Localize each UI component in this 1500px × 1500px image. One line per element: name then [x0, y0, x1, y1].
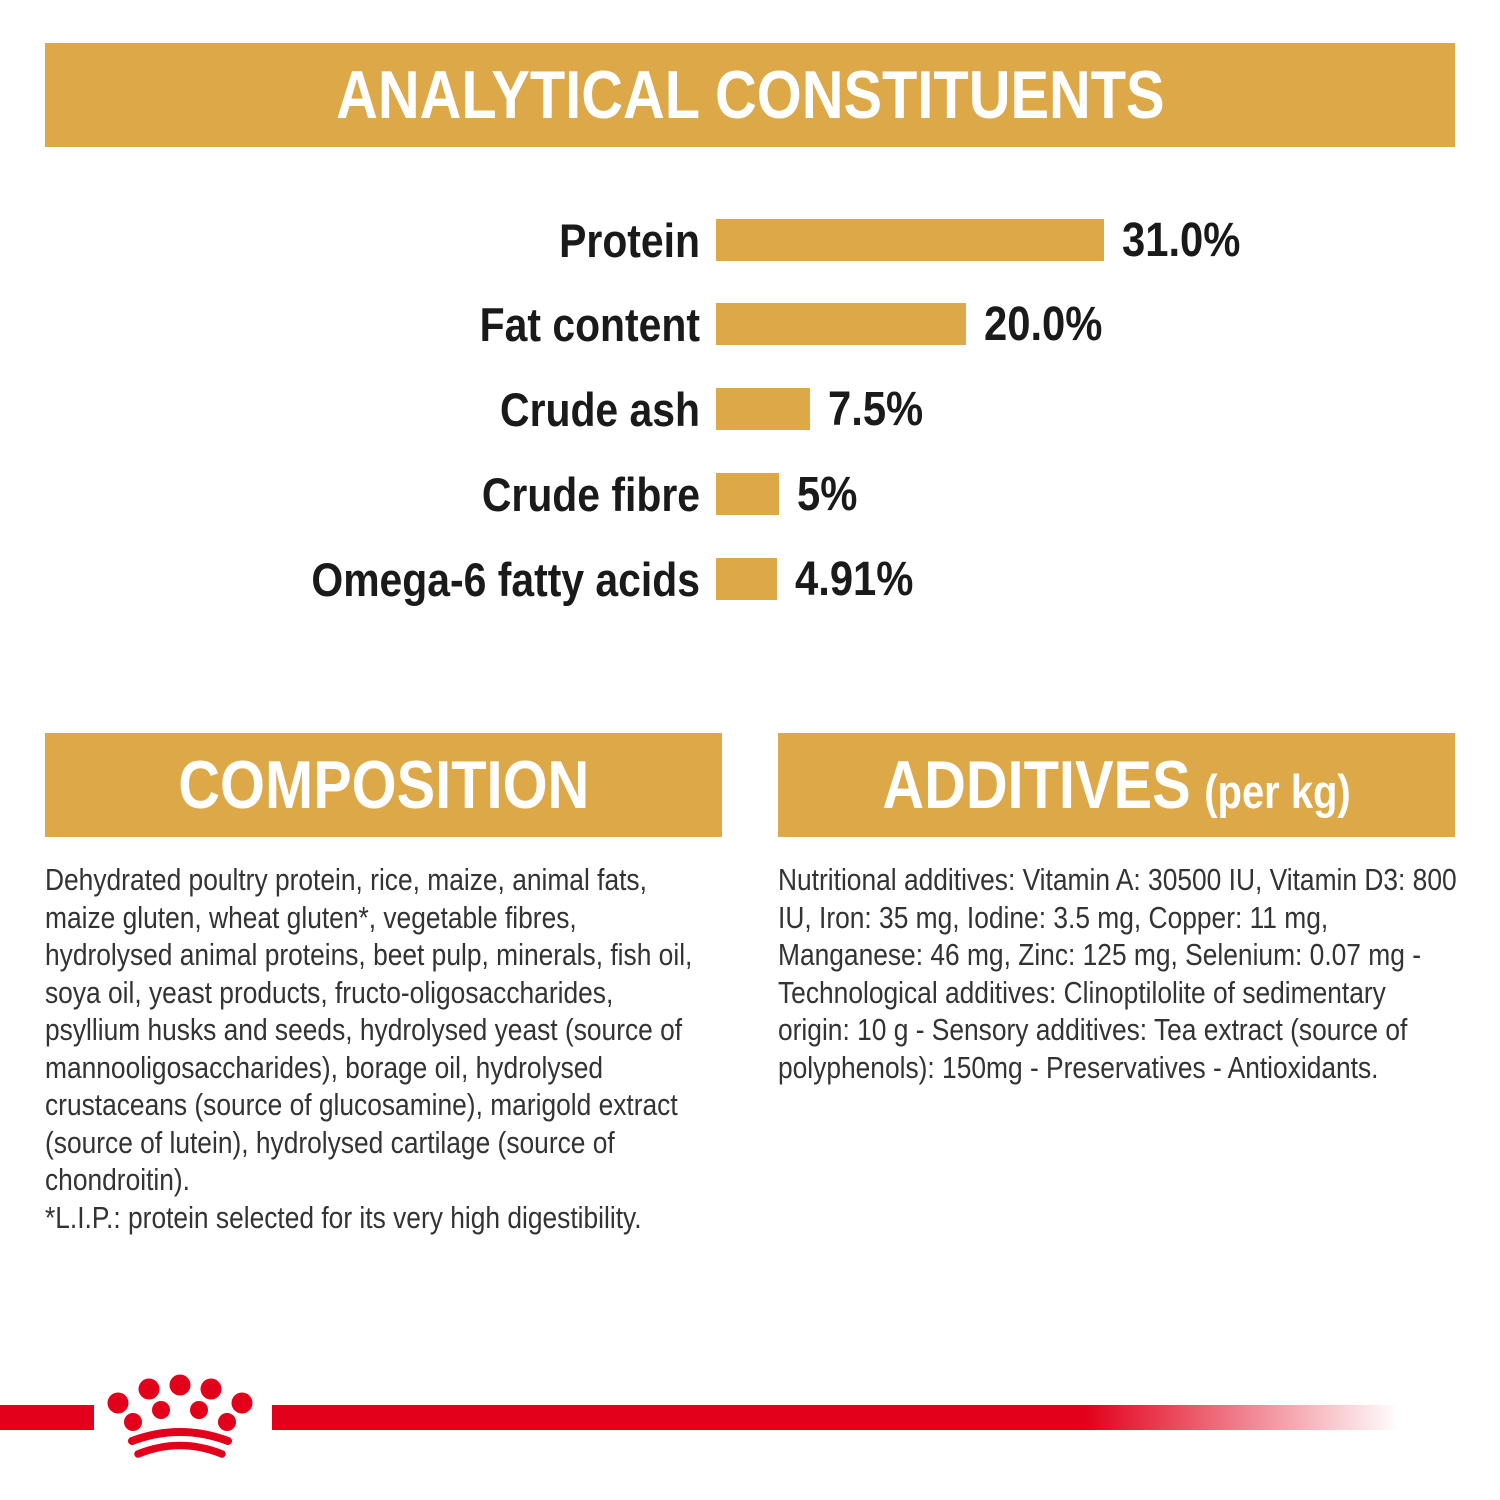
brand-stripe-left: [0, 1405, 94, 1430]
additives-header: ADDITIVES (per kg): [778, 733, 1455, 837]
bar-value: 20.0%: [984, 297, 1103, 351]
composition-header: COMPOSITION: [45, 733, 722, 837]
bar: [716, 303, 966, 345]
additives-title-suffix: (per kg): [1204, 765, 1351, 818]
bar-label: Crude fibre: [481, 467, 700, 521]
composition-text: Dehydrated poultry protein, rice, maize,…: [45, 862, 693, 1235]
additives-text: Nutritional additives: Vitamin A: 30500 …: [778, 862, 1457, 1085]
bar: [716, 388, 810, 430]
analytical-chart: Protein 31.0% Fat content 20.0% Crude ash 7.5…: [0, 196, 1500, 626]
bar-label: Crude ash: [500, 382, 700, 436]
chart-row: Crude fibre 5%: [0, 468, 1500, 521]
bar: [716, 473, 779, 515]
chart-row: Omega-6 fatty acids 4.91%: [0, 553, 1500, 606]
analytical-constituents-header: ANALYTICAL CONSTITUENTS: [45, 43, 1455, 147]
bar-value: 5%: [797, 467, 858, 521]
bar-value: 7.5%: [828, 382, 924, 436]
brand-stripe-right: [272, 1405, 1400, 1430]
chart-row: Fat content 20.0%: [0, 298, 1500, 351]
bar: [716, 558, 777, 600]
royal-canin-crown-logo: [107, 1374, 253, 1458]
bar: [716, 219, 1104, 261]
chart-row: Protein 31.0%: [0, 214, 1500, 267]
additives-title: ADDITIVES: [882, 747, 1191, 823]
chart-row: Crude ash 7.5%: [0, 383, 1500, 436]
additives-title-group: ADDITIVES (per kg): [882, 746, 1350, 824]
analytical-constituents-title: ANALYTICAL CONSTITUENTS: [335, 57, 1165, 133]
bar-value: 4.91%: [795, 552, 914, 606]
bar-label: Protein: [559, 213, 700, 267]
bar-label: Omega-6 fatty acids: [311, 552, 700, 606]
composition-title: COMPOSITION: [177, 747, 590, 823]
bar-label: Fat content: [479, 297, 700, 351]
bar-value: 31.0%: [1122, 213, 1241, 267]
